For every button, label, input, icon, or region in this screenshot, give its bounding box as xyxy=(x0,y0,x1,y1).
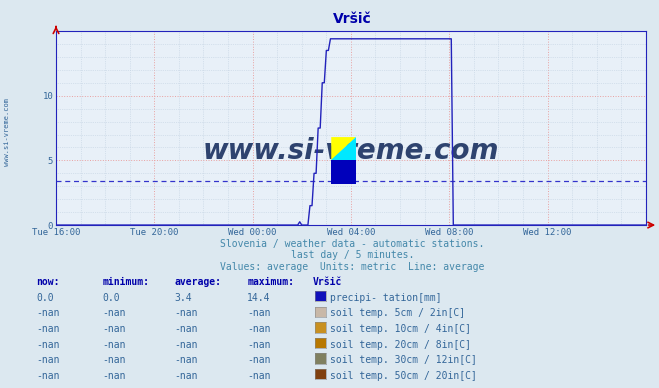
Text: -nan: -nan xyxy=(36,308,60,319)
Text: -nan: -nan xyxy=(36,324,60,334)
Text: soil temp. 20cm / 8in[C]: soil temp. 20cm / 8in[C] xyxy=(330,340,471,350)
Text: -nan: -nan xyxy=(36,355,60,365)
Text: soil temp. 5cm / 2in[C]: soil temp. 5cm / 2in[C] xyxy=(330,308,465,319)
Text: -nan: -nan xyxy=(247,340,271,350)
Text: minimum:: minimum: xyxy=(102,277,149,288)
Text: -nan: -nan xyxy=(102,324,126,334)
Text: -nan: -nan xyxy=(247,371,271,381)
Text: average:: average: xyxy=(175,277,221,288)
Text: -nan: -nan xyxy=(102,340,126,350)
Text: last day / 5 minutes.: last day / 5 minutes. xyxy=(291,250,415,260)
Text: -nan: -nan xyxy=(247,355,271,365)
Polygon shape xyxy=(331,137,356,160)
Text: -nan: -nan xyxy=(247,308,271,319)
Text: Vršič: Vršič xyxy=(313,277,343,288)
Text: -nan: -nan xyxy=(102,371,126,381)
Text: Slovenia / weather data - automatic stations.: Slovenia / weather data - automatic stat… xyxy=(220,239,485,249)
Text: 0.0: 0.0 xyxy=(102,293,120,303)
Text: -nan: -nan xyxy=(175,324,198,334)
Text: soil temp. 30cm / 12in[C]: soil temp. 30cm / 12in[C] xyxy=(330,355,476,365)
Text: -nan: -nan xyxy=(102,355,126,365)
Text: soil temp. 50cm / 20in[C]: soil temp. 50cm / 20in[C] xyxy=(330,371,476,381)
Text: -nan: -nan xyxy=(175,340,198,350)
Text: 14.4: 14.4 xyxy=(247,293,271,303)
Text: -nan: -nan xyxy=(36,340,60,350)
Polygon shape xyxy=(331,160,356,184)
Text: Vršič: Vršič xyxy=(333,12,372,26)
Text: 3.4: 3.4 xyxy=(175,293,192,303)
Text: -nan: -nan xyxy=(102,308,126,319)
Text: 0.0: 0.0 xyxy=(36,293,54,303)
Text: -nan: -nan xyxy=(36,371,60,381)
Text: -nan: -nan xyxy=(247,324,271,334)
Text: soil temp. 10cm / 4in[C]: soil temp. 10cm / 4in[C] xyxy=(330,324,471,334)
Text: precipi- tation[mm]: precipi- tation[mm] xyxy=(330,293,441,303)
Text: -nan: -nan xyxy=(175,308,198,319)
Text: -nan: -nan xyxy=(175,371,198,381)
Text: www.si-vreme.com: www.si-vreme.com xyxy=(3,98,10,166)
Text: now:: now: xyxy=(36,277,60,288)
Text: Values: average  Units: metric  Line: average: Values: average Units: metric Line: aver… xyxy=(220,262,485,272)
Text: -nan: -nan xyxy=(175,355,198,365)
Polygon shape xyxy=(331,137,356,160)
Text: www.si-vreme.com: www.si-vreme.com xyxy=(203,137,499,165)
Text: maximum:: maximum: xyxy=(247,277,294,288)
